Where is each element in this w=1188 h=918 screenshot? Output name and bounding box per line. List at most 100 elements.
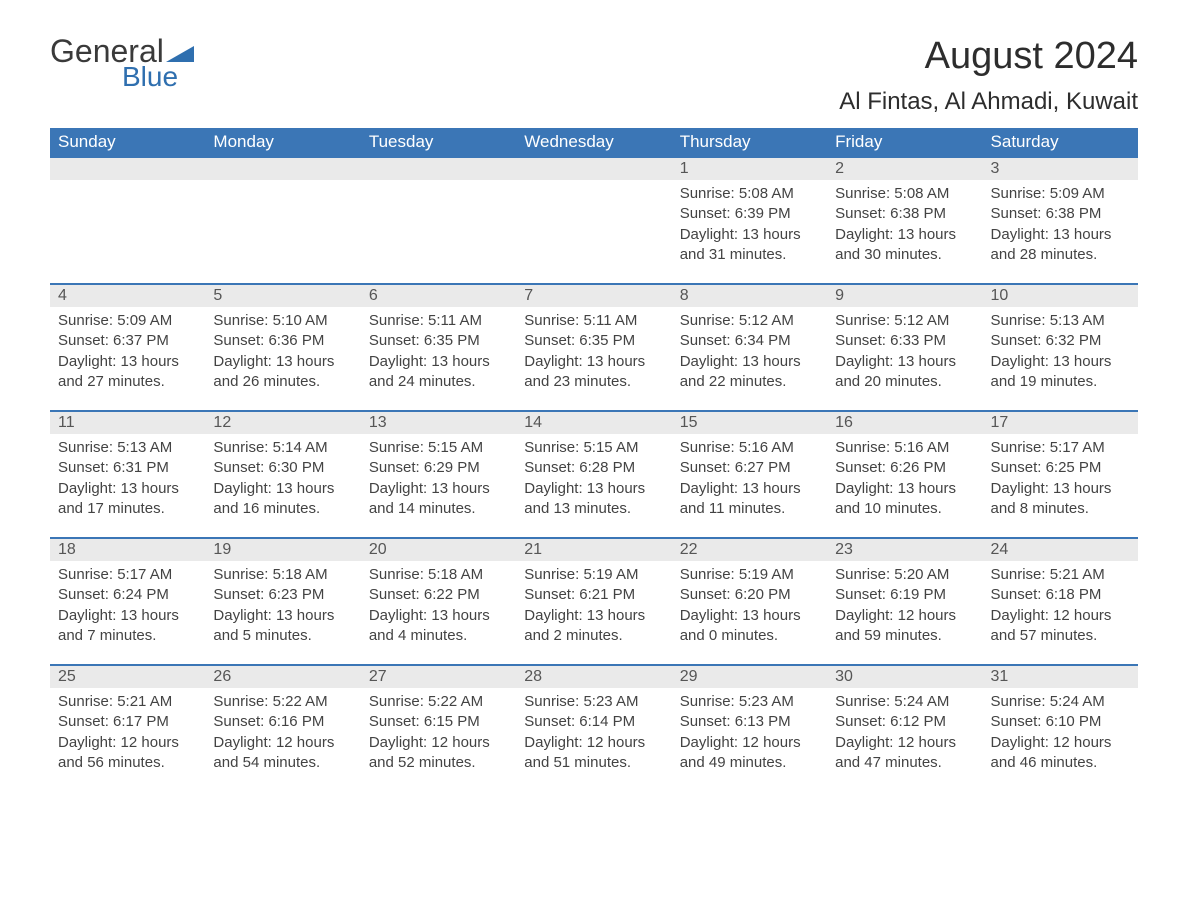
sunset-line: Sunset: 6:23 PM: [213, 585, 352, 605]
daylight-line: Daylight: 12 hours and 52 minutes.: [369, 733, 508, 774]
weekday-header: Sunday: [50, 128, 205, 157]
daylight-line: Daylight: 13 hours and 16 minutes.: [213, 479, 352, 520]
sunrise-line: Sunrise: 5:12 AM: [835, 311, 974, 331]
sunset-line: Sunset: 6:13 PM: [680, 712, 819, 732]
daylight-line: Daylight: 13 hours and 27 minutes.: [58, 352, 197, 393]
daylight-line: Daylight: 13 hours and 4 minutes.: [369, 606, 508, 647]
calendar-cell: [50, 157, 205, 284]
daylight-line: Daylight: 13 hours and 28 minutes.: [991, 225, 1130, 266]
sunset-line: Sunset: 6:37 PM: [58, 331, 197, 351]
calendar-week: 1Sunrise: 5:08 AMSunset: 6:39 PMDaylight…: [50, 157, 1138, 284]
calendar-head: SundayMondayTuesdayWednesdayThursdayFrid…: [50, 128, 1138, 157]
sunrise-line: Sunrise: 5:18 AM: [369, 565, 508, 585]
day-number: 27: [361, 666, 516, 688]
daylight-line: Daylight: 12 hours and 54 minutes.: [213, 733, 352, 774]
day-detail: Sunrise: 5:13 AMSunset: 6:31 PMDaylight:…: [50, 434, 205, 537]
calendar-cell: 30Sunrise: 5:24 AMSunset: 6:12 PMDayligh…: [827, 665, 982, 791]
daylight-line: Daylight: 13 hours and 31 minutes.: [680, 225, 819, 266]
sunset-line: Sunset: 6:27 PM: [680, 458, 819, 478]
sunrise-line: Sunrise: 5:13 AM: [991, 311, 1130, 331]
sunset-line: Sunset: 6:38 PM: [991, 204, 1130, 224]
daylight-line: Daylight: 13 hours and 22 minutes.: [680, 352, 819, 393]
calendar-cell: 23Sunrise: 5:20 AMSunset: 6:19 PMDayligh…: [827, 538, 982, 665]
sunset-line: Sunset: 6:15 PM: [369, 712, 508, 732]
calendar-cell: 20Sunrise: 5:18 AMSunset: 6:22 PMDayligh…: [361, 538, 516, 665]
sunrise-line: Sunrise: 5:16 AM: [680, 438, 819, 458]
daylight-line: Daylight: 13 hours and 13 minutes.: [524, 479, 663, 520]
daylight-line: Daylight: 13 hours and 20 minutes.: [835, 352, 974, 393]
sunrise-line: Sunrise: 5:12 AM: [680, 311, 819, 331]
day-number: 10: [983, 285, 1138, 307]
day-detail: Sunrise: 5:16 AMSunset: 6:27 PMDaylight:…: [672, 434, 827, 537]
daylight-line: Daylight: 13 hours and 14 minutes.: [369, 479, 508, 520]
calendar-cell: [205, 157, 360, 284]
daylight-line: Daylight: 12 hours and 49 minutes.: [680, 733, 819, 774]
day-detail: [516, 180, 671, 276]
sunset-line: Sunset: 6:29 PM: [369, 458, 508, 478]
calendar-cell: 26Sunrise: 5:22 AMSunset: 6:16 PMDayligh…: [205, 665, 360, 791]
sunrise-line: Sunrise: 5:17 AM: [58, 565, 197, 585]
sunset-line: Sunset: 6:26 PM: [835, 458, 974, 478]
sunset-line: Sunset: 6:31 PM: [58, 458, 197, 478]
weekday-header: Tuesday: [361, 128, 516, 157]
sunset-line: Sunset: 6:14 PM: [524, 712, 663, 732]
day-detail: Sunrise: 5:11 AMSunset: 6:35 PMDaylight:…: [516, 307, 671, 410]
day-detail: Sunrise: 5:22 AMSunset: 6:15 PMDaylight:…: [361, 688, 516, 791]
calendar-cell: 4Sunrise: 5:09 AMSunset: 6:37 PMDaylight…: [50, 284, 205, 411]
day-detail: Sunrise: 5:19 AMSunset: 6:20 PMDaylight:…: [672, 561, 827, 664]
daylight-line: Daylight: 12 hours and 46 minutes.: [991, 733, 1130, 774]
day-number: 24: [983, 539, 1138, 561]
sunset-line: Sunset: 6:32 PM: [991, 331, 1130, 351]
sunset-line: Sunset: 6:35 PM: [524, 331, 663, 351]
daylight-line: Daylight: 12 hours and 56 minutes.: [58, 733, 197, 774]
day-number: 17: [983, 412, 1138, 434]
day-number: 19: [205, 539, 360, 561]
sunset-line: Sunset: 6:12 PM: [835, 712, 974, 732]
title-block: August 2024 Al Fintas, Al Ahmadi, Kuwait: [839, 35, 1138, 116]
day-number: 28: [516, 666, 671, 688]
day-detail: Sunrise: 5:22 AMSunset: 6:16 PMDaylight:…: [205, 688, 360, 791]
sunrise-line: Sunrise: 5:22 AM: [369, 692, 508, 712]
sunset-line: Sunset: 6:22 PM: [369, 585, 508, 605]
sunrise-line: Sunrise: 5:23 AM: [524, 692, 663, 712]
calendar-cell: 6Sunrise: 5:11 AMSunset: 6:35 PMDaylight…: [361, 284, 516, 411]
daylight-line: Daylight: 12 hours and 47 minutes.: [835, 733, 974, 774]
month-title: August 2024: [839, 35, 1138, 78]
calendar-week: 25Sunrise: 5:21 AMSunset: 6:17 PMDayligh…: [50, 665, 1138, 791]
calendar-cell: 21Sunrise: 5:19 AMSunset: 6:21 PMDayligh…: [516, 538, 671, 665]
weekday-header: Monday: [205, 128, 360, 157]
daylight-line: Daylight: 12 hours and 57 minutes.: [991, 606, 1130, 647]
sunset-line: Sunset: 6:39 PM: [680, 204, 819, 224]
day-number: 21: [516, 539, 671, 561]
day-number: 8: [672, 285, 827, 307]
calendar-cell: 18Sunrise: 5:17 AMSunset: 6:24 PMDayligh…: [50, 538, 205, 665]
sunrise-line: Sunrise: 5:15 AM: [369, 438, 508, 458]
day-detail: [50, 180, 205, 276]
sunrise-line: Sunrise: 5:10 AM: [213, 311, 352, 331]
day-number: [516, 158, 671, 180]
sunrise-line: Sunrise: 5:15 AM: [524, 438, 663, 458]
day-detail: Sunrise: 5:10 AMSunset: 6:36 PMDaylight:…: [205, 307, 360, 410]
sunset-line: Sunset: 6:10 PM: [991, 712, 1130, 732]
day-detail: Sunrise: 5:23 AMSunset: 6:14 PMDaylight:…: [516, 688, 671, 791]
day-number: 9: [827, 285, 982, 307]
day-detail: Sunrise: 5:08 AMSunset: 6:39 PMDaylight:…: [672, 180, 827, 283]
day-detail: Sunrise: 5:11 AMSunset: 6:35 PMDaylight:…: [361, 307, 516, 410]
calendar-week: 4Sunrise: 5:09 AMSunset: 6:37 PMDaylight…: [50, 284, 1138, 411]
calendar-cell: 13Sunrise: 5:15 AMSunset: 6:29 PMDayligh…: [361, 411, 516, 538]
daylight-line: Daylight: 13 hours and 30 minutes.: [835, 225, 974, 266]
calendar-cell: [516, 157, 671, 284]
daylight-line: Daylight: 13 hours and 19 minutes.: [991, 352, 1130, 393]
day-detail: Sunrise: 5:21 AMSunset: 6:18 PMDaylight:…: [983, 561, 1138, 664]
daylight-line: Daylight: 13 hours and 5 minutes.: [213, 606, 352, 647]
day-detail: [205, 180, 360, 276]
sunrise-line: Sunrise: 5:21 AM: [991, 565, 1130, 585]
calendar-cell: 5Sunrise: 5:10 AMSunset: 6:36 PMDaylight…: [205, 284, 360, 411]
day-detail: Sunrise: 5:12 AMSunset: 6:33 PMDaylight:…: [827, 307, 982, 410]
day-detail: Sunrise: 5:18 AMSunset: 6:23 PMDaylight:…: [205, 561, 360, 664]
daylight-line: Daylight: 13 hours and 8 minutes.: [991, 479, 1130, 520]
day-number: 18: [50, 539, 205, 561]
calendar-cell: 14Sunrise: 5:15 AMSunset: 6:28 PMDayligh…: [516, 411, 671, 538]
day-number: 7: [516, 285, 671, 307]
calendar-cell: 28Sunrise: 5:23 AMSunset: 6:14 PMDayligh…: [516, 665, 671, 791]
